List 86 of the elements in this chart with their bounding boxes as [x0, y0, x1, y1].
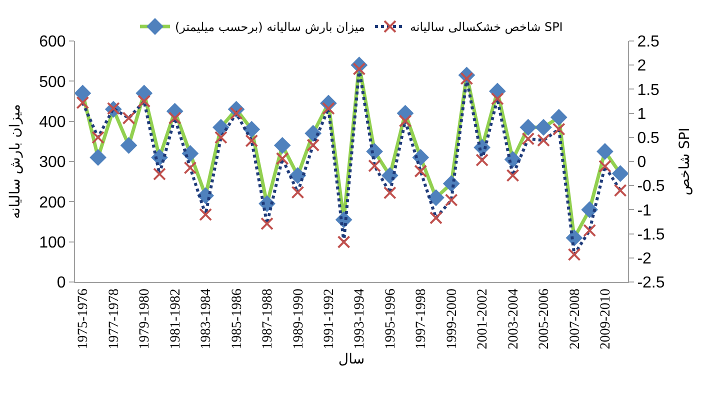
- point: [138, 94, 151, 108]
- point: [122, 112, 136, 125]
- point: [612, 165, 628, 182]
- x-tick-label: 2005-2006: [537, 288, 552, 350]
- point: [274, 136, 291, 154]
- y2-tick-label: -1.5: [637, 226, 665, 244]
- point: [260, 217, 274, 230]
- y2-tick-label: -1: [637, 202, 652, 220]
- y2-tick-label: 0.5: [637, 130, 660, 147]
- point: [550, 108, 568, 126]
- point: [212, 118, 230, 136]
- point: [291, 186, 304, 199]
- y2-tick-label: 2.5: [637, 34, 660, 51]
- point: [383, 186, 396, 200]
- point: [168, 112, 182, 125]
- y2-tick-label: 0: [637, 154, 646, 172]
- x-tick-label: 1991-1992: [322, 288, 338, 350]
- point: [598, 160, 612, 173]
- x-tick-label: 2001-2002: [476, 288, 491, 350]
- point: [276, 152, 289, 166]
- point: [90, 149, 106, 166]
- x-tick-label: 1977-1978: [106, 288, 122, 350]
- x-tick-label: 2007-2008: [568, 288, 583, 350]
- point: [506, 168, 520, 182]
- legend-label: میزان بارش سالیانه (برحسب میلیمتر): [175, 20, 365, 34]
- point: [568, 248, 581, 262]
- point: [368, 159, 382, 172]
- y-tick-label: 200: [39, 194, 66, 212]
- y-tick-label: 100: [39, 234, 66, 252]
- point: [76, 96, 90, 110]
- x-tick-label: 1995-1996: [383, 288, 398, 350]
- x-tick-label: 2003-2004: [506, 288, 522, 350]
- y2-tick-label: 2: [637, 58, 646, 75]
- x-tick-label: 1997-1998: [414, 288, 430, 350]
- y2-axis-title: شاخص SPI: [677, 128, 694, 196]
- point: [120, 136, 138, 154]
- y2-tick-label: -0.5: [637, 178, 665, 196]
- x-tick-label: 1979-1980: [138, 288, 153, 350]
- point: [398, 114, 412, 128]
- point: [289, 167, 306, 184]
- point: [243, 120, 260, 138]
- point: [152, 168, 166, 181]
- y-axis-title: میزان بارش سالیانه: [8, 104, 24, 219]
- legend-label: شاخص خشکسالی سالیانه SPI: [410, 20, 563, 34]
- x-tick-label: 1981-1982: [168, 288, 184, 350]
- y-tick-label: 300: [39, 154, 66, 172]
- point: [245, 134, 258, 148]
- x-tick-label: 1983-1984: [199, 288, 214, 350]
- point: [537, 134, 550, 147]
- point: [614, 184, 627, 197]
- x-tick-label: 1999-2000: [444, 288, 460, 350]
- point: [214, 130, 228, 144]
- y2-tick-label: 1.5: [637, 82, 660, 99]
- point: [552, 122, 566, 136]
- y2-tick-label: -2.5: [637, 274, 665, 292]
- x-tick-label: 1993-1994: [352, 288, 368, 350]
- point: [306, 138, 320, 152]
- point: [444, 194, 458, 207]
- y-tick-label: 600: [39, 34, 66, 51]
- point: [414, 164, 428, 178]
- point: [520, 118, 537, 136]
- point: [522, 132, 535, 146]
- y-tick-label: 400: [39, 114, 66, 131]
- point: [75, 84, 92, 102]
- point: [199, 208, 212, 222]
- y2-tick-label: 1: [637, 106, 646, 123]
- y-tick-label: 0: [56, 274, 66, 292]
- point: [184, 161, 197, 174]
- point: [92, 130, 105, 144]
- x-axis-title: سال: [338, 352, 365, 368]
- x-tick-label: 1975-1976: [76, 288, 92, 350]
- y2-tick-label: -2: [637, 250, 652, 268]
- point: [596, 143, 614, 160]
- point: [428, 189, 444, 206]
- point: [581, 201, 598, 218]
- point: [490, 92, 504, 106]
- point: [337, 235, 350, 248]
- point: [429, 211, 442, 224]
- x-tick-label: 1985-1986: [230, 288, 245, 350]
- x-tick-label: 1989-1990: [291, 288, 306, 350]
- point: [535, 118, 552, 136]
- point: [476, 154, 489, 167]
- x-tick-label: 1987-1988: [260, 288, 276, 350]
- y-tick-label: 500: [39, 74, 66, 91]
- point: [583, 224, 596, 237]
- x-tick-label: 2009-2010: [598, 288, 614, 350]
